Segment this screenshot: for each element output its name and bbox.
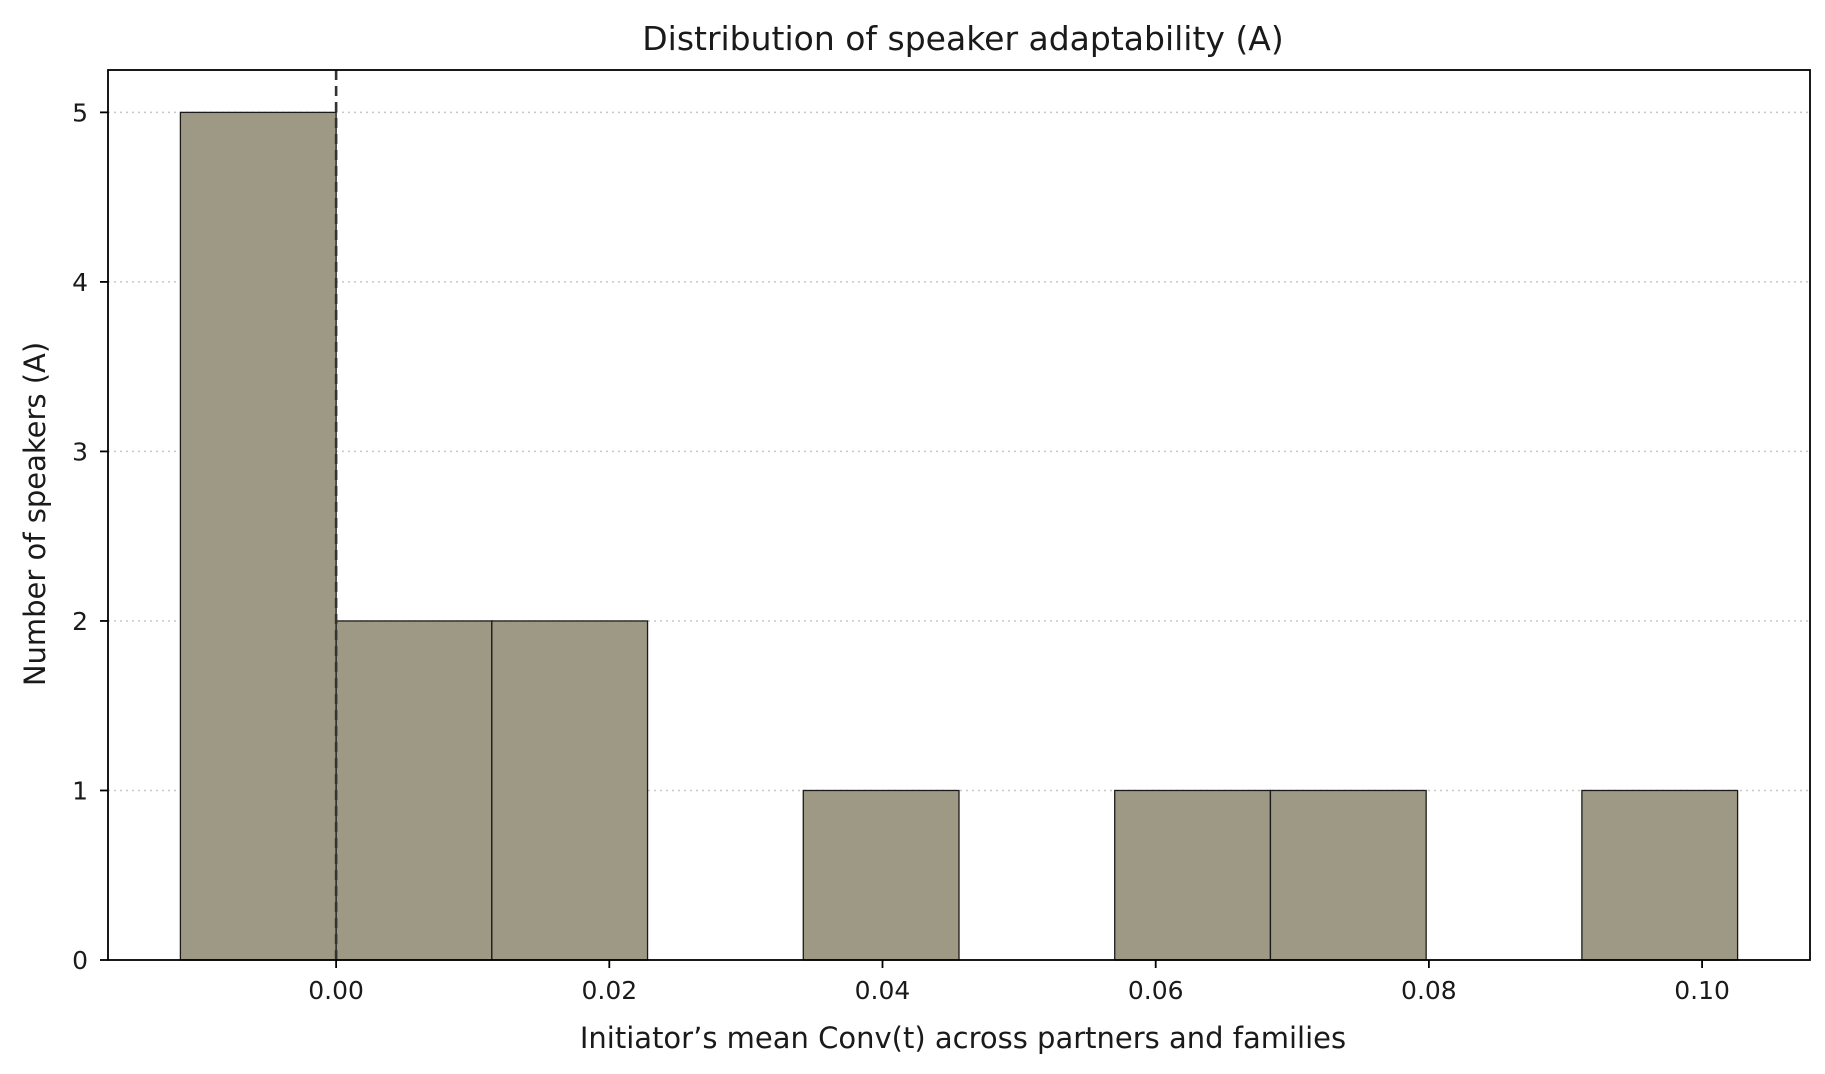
plot-frame [107, 69, 1811, 961]
histogram-bar-7 [1269, 789, 1427, 961]
histogram-bar-6 [1114, 789, 1272, 961]
histogram-bar-2 [491, 620, 649, 961]
x-tick-label-3: 0.06 [1128, 976, 1184, 1005]
x-tick-label-2: 0.04 [855, 976, 911, 1005]
y-tick-label-2: 2 [72, 607, 88, 636]
y-tick-label-0: 0 [72, 946, 88, 975]
histogram-bar-1 [335, 620, 493, 961]
y-axis-label: Number of speakers (A) [18, 342, 52, 686]
x-tick-label-0: 0.00 [308, 976, 364, 1005]
y-tick-label-5: 5 [72, 98, 88, 127]
chart-title: Distribution of speaker adaptability (A) [642, 19, 1284, 58]
x-axis-ticks: 0.00 0.02 0.04 0.06 0.08 0.10 [308, 960, 1730, 1005]
y-tick-label-3: 3 [72, 437, 88, 466]
x-tick-label-5: 0.10 [1674, 976, 1730, 1005]
x-axis-label: Initiator’s mean Conv(t) across partners… [580, 1021, 1346, 1055]
y-axis-ticks: 0 1 2 3 4 5 [72, 98, 108, 975]
histogram-bar-4 [802, 789, 960, 961]
x-tick-label-1: 0.02 [581, 976, 637, 1005]
histogram-bars [179, 111, 1739, 961]
y-tick-label-4: 4 [72, 268, 88, 297]
histogram-bar-9 [1581, 789, 1739, 961]
y-tick-label-1: 1 [72, 776, 88, 805]
histogram-bar-0 [179, 111, 337, 961]
x-tick-label-4: 0.08 [1401, 976, 1457, 1005]
